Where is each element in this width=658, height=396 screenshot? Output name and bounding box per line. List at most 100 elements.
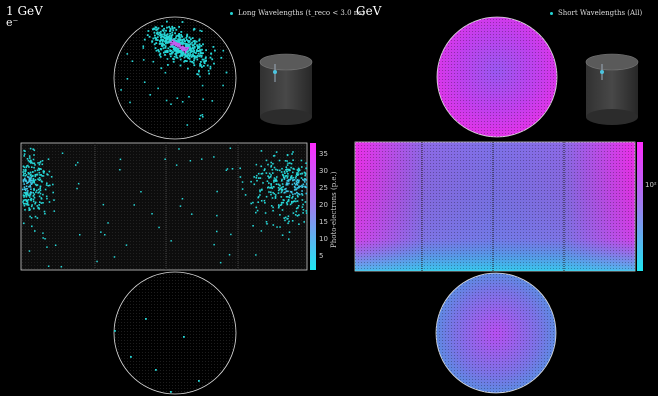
pmt-hit: [192, 44, 195, 47]
pmt-hit: [44, 212, 46, 215]
pmt-hit: [157, 33, 159, 36]
pmt-hit: [164, 45, 167, 47]
pmt-hit: [184, 42, 187, 45]
pmt-hit: [177, 48, 180, 50]
pmt-hit: [277, 206, 280, 209]
pmt-hit: [157, 27, 160, 30]
pmt-hit: [32, 177, 35, 180]
pmt-hit: [33, 179, 35, 182]
pmt-hit: [276, 169, 279, 171]
pmt-hit: [165, 99, 168, 102]
pmt-hit: [152, 27, 155, 30]
pmt-hit: [200, 55, 203, 58]
pmt-hit: [30, 173, 32, 176]
pmt-hit: [181, 46, 183, 49]
pmt-hit: [41, 160, 44, 162]
pmt-hit: [191, 213, 193, 215]
pmt-hit: [293, 189, 296, 191]
pmt-hit: [156, 28, 159, 31]
pmt-hit: [163, 36, 165, 38]
pmt-hit: [268, 182, 270, 184]
pmt-hit: [151, 40, 154, 43]
pmt-hit: [154, 47, 157, 49]
detector-cylinder-icon: [259, 53, 313, 125]
pmt-hit: [168, 38, 171, 40]
pmt-hit: [29, 157, 31, 159]
pmt-hit: [156, 31, 159, 34]
pmt-hit: [252, 201, 254, 204]
pmt-hit: [197, 73, 200, 76]
pmt-hit: [185, 39, 188, 41]
pmt-hit: [29, 174, 32, 177]
legend-marker-icon: [230, 11, 233, 15]
pmt-hit: [29, 186, 32, 188]
pmt-hit: [23, 153, 26, 155]
pmt-hit: [191, 50, 194, 53]
pmt-hit: [199, 63, 201, 65]
pmt-hit: [287, 173, 289, 175]
pmt-hit: [159, 34, 161, 37]
pmt-hit: [298, 193, 301, 196]
pmt-hit: [295, 180, 298, 183]
pmt-hit: [209, 67, 212, 70]
pmt-hit: [305, 183, 308, 185]
pmt-hit: [30, 160, 32, 163]
pmt-hit: [45, 195, 48, 198]
pmt-hit: [266, 180, 269, 182]
pmt-hit: [48, 170, 51, 173]
pmt-hit: [201, 66, 203, 68]
pmt-hit: [42, 232, 44, 234]
pmt-hit: [154, 26, 157, 29]
pmt-hit: [200, 45, 203, 47]
pmt-hit: [173, 47, 175, 50]
pmt-hit: [37, 188, 40, 191]
pmt-hit: [156, 32, 158, 35]
pmt-hit: [192, 28, 195, 31]
pmt-hit: [198, 46, 201, 49]
pmt-hit: [195, 52, 197, 54]
pmt-hit: [30, 188, 32, 190]
pmt-hit: [29, 215, 31, 218]
pmt-hit: [153, 43, 156, 46]
pmt-hit: [43, 170, 45, 173]
pmt-hit: [305, 186, 308, 189]
left-cb-tick: 35: [319, 150, 328, 158]
right-top-endcap: [436, 16, 558, 138]
pmt-hit: [185, 55, 187, 57]
pmt-hit: [270, 186, 273, 188]
pmt-hit: [26, 182, 28, 185]
pmt-hit: [38, 171, 41, 174]
pmt-hit: [157, 87, 159, 90]
pmt-hit: [42, 193, 44, 196]
pmt-hit: [23, 196, 25, 198]
pmt-hit: [198, 43, 201, 46]
pmt-hit: [208, 72, 210, 75]
pmt-hit: [40, 202, 43, 204]
pmt-hit: [186, 51, 188, 53]
pmt-hit: [255, 206, 258, 209]
pmt-hit: [179, 36, 181, 39]
pmt-hit: [37, 178, 39, 180]
pmt-hit: [34, 164, 36, 166]
pmt-hit: [276, 226, 278, 228]
pmt-hit: [273, 177, 276, 179]
pmt-hit: [33, 154, 35, 156]
pmt-hit: [27, 172, 30, 174]
pmt-hit: [298, 179, 300, 182]
pmt-hit: [178, 38, 180, 40]
pmt-hit: [176, 97, 179, 99]
pmt-hit: [267, 163, 269, 166]
pmt-hit: [274, 196, 277, 198]
pmt-hit: [205, 59, 207, 62]
pmt-hit: [158, 226, 160, 229]
pmt-hit: [188, 58, 191, 60]
pmt-hit: [183, 42, 185, 45]
pmt-hit: [32, 179, 34, 182]
pmt-hit: [272, 191, 274, 194]
left-barrel: [20, 142, 308, 271]
pmt-hit: [172, 51, 174, 53]
pmt-hit: [203, 62, 206, 64]
pmt-hit: [281, 167, 283, 170]
pmt-hit: [165, 40, 168, 43]
pmt-hit: [257, 196, 259, 199]
